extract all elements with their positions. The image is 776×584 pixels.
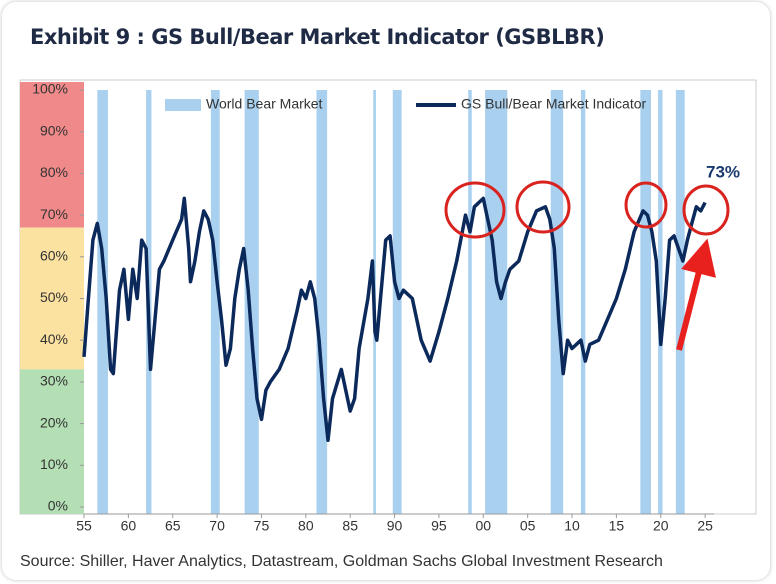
y-tick-label: 100% (32, 81, 68, 97)
x-tick-label: 65 (165, 518, 181, 534)
x-tick-label: 10 (564, 518, 580, 534)
x-tick-label: 95 (431, 518, 447, 534)
x-tick-label: 25 (697, 518, 713, 534)
y-tick-label: 0% (48, 498, 68, 514)
bear-band (675, 90, 685, 514)
y-tick-label: 30% (40, 373, 68, 389)
legend-label: World Bear Market (206, 96, 323, 112)
chart-title: Exhibit 9 : GS Bull/Bear Market Indicato… (30, 25, 604, 49)
highlight-circle (682, 184, 730, 236)
y-zone (20, 369, 84, 514)
y-zone (20, 227, 84, 370)
bear-band (580, 90, 586, 514)
legend-swatch (165, 99, 201, 111)
x-tick-label: 85 (342, 518, 358, 534)
y-tick-label: 10% (40, 456, 68, 472)
bear-band (97, 90, 108, 514)
bear-band (316, 90, 328, 514)
bear-band (468, 90, 472, 514)
x-tick-label: 00 (476, 518, 492, 534)
x-tick-label: 70 (209, 518, 225, 534)
highlight-circle (444, 181, 506, 239)
highlight-circle (624, 181, 668, 229)
x-tick-label: 20 (653, 518, 669, 534)
y-tick-label: 20% (40, 414, 68, 430)
bear-band (658, 90, 663, 514)
bear-band (640, 90, 651, 514)
bear-band (210, 90, 220, 514)
bear-band (392, 90, 402, 514)
x-tick-label: 75 (254, 518, 270, 534)
x-tick-label: 55 (76, 518, 92, 534)
indicator-line (82, 196, 707, 443)
legend-label: GS Bull/Bear Market Indicator (461, 96, 647, 112)
x-tick-label: 80 (298, 518, 314, 534)
x-tick-label: 15 (609, 518, 625, 534)
y-tick-label: 60% (40, 248, 68, 264)
highlight-circle (515, 180, 571, 234)
x-tick-label: 05 (520, 518, 536, 534)
bear-band (244, 90, 259, 514)
source-note: Source: Shiller, Haver Analytics, Datast… (20, 553, 663, 570)
bear-band (485, 90, 508, 514)
x-tick-label: 90 (387, 518, 403, 534)
annotation: 73% (706, 162, 740, 181)
y-tick-label: 90% (40, 122, 68, 138)
y-tick-label: 50% (40, 289, 68, 305)
x-tick-label: 60 (121, 518, 137, 534)
y-tick-label: 40% (40, 331, 68, 347)
y-zone (20, 82, 84, 228)
arrow (676, 238, 716, 351)
y-tick-label: 80% (40, 164, 68, 180)
y-tick-label: 70% (40, 206, 68, 222)
